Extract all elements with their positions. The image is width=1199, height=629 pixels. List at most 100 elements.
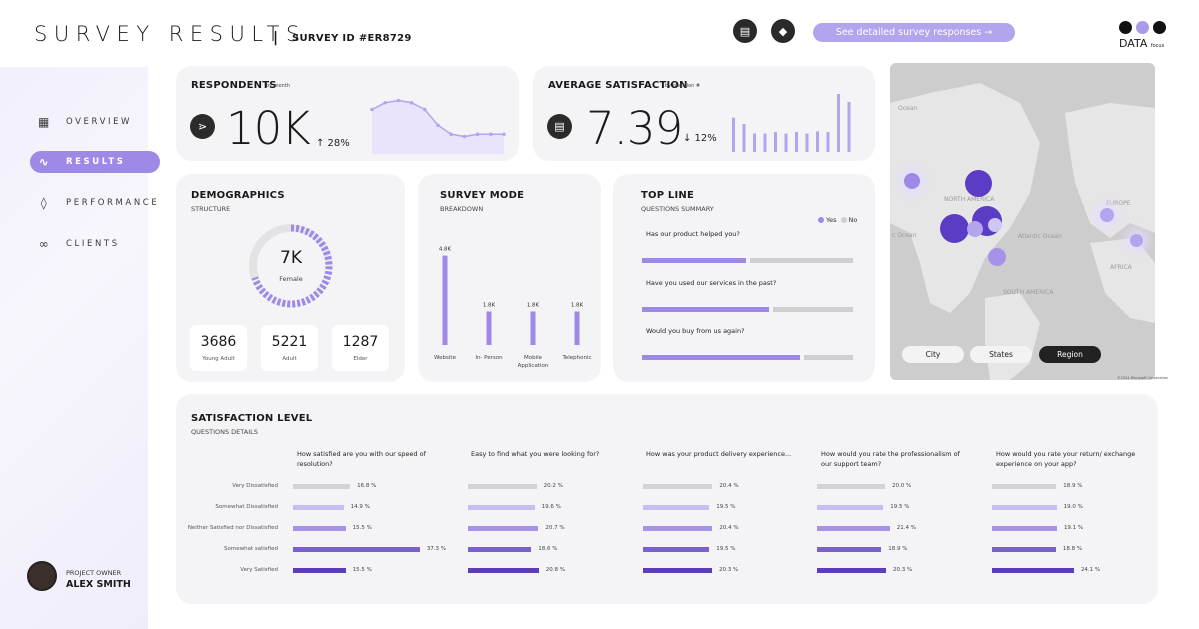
level-label: Somewhat satisfied xyxy=(224,546,278,552)
message-button[interactable]: ▤ xyxy=(733,19,757,43)
map-label: Ocean xyxy=(898,105,918,112)
mode-bar xyxy=(486,311,492,345)
satisfaction-bar xyxy=(774,131,777,152)
tag-icon: ◊ xyxy=(40,196,50,210)
satisfaction-bar xyxy=(732,117,735,152)
respondents-value: 10K xyxy=(226,102,311,155)
sidebar-item-results[interactable]: ∿ RESULTS xyxy=(30,151,160,173)
box-label: Adult xyxy=(282,356,297,362)
logo-subtext: focus xyxy=(1150,43,1165,49)
clipboard-icon: ▤ xyxy=(547,114,572,139)
satisfaction-value: 7.39 xyxy=(586,102,683,155)
map-button-city[interactable]: City xyxy=(902,346,964,363)
question-header: How was your product delivery experience… xyxy=(646,450,792,458)
sidebar-item-label: PERFORMANCE xyxy=(66,198,160,208)
satisfaction-bar xyxy=(784,133,788,152)
map-button-region[interactable]: Region xyxy=(1039,346,1101,363)
network-icon: ⋗ xyxy=(190,114,215,139)
satisfaction-bar xyxy=(847,101,851,152)
map-bubble[interactable] xyxy=(988,218,1002,232)
card-title: SATISFACTION LEVEL xyxy=(191,413,313,424)
map-label: c Ocean xyxy=(892,232,917,239)
map-button-states[interactable]: States xyxy=(970,346,1032,363)
satisfaction-bar xyxy=(753,133,756,152)
question-header: Easy to find what you were looking for? xyxy=(471,450,600,458)
map-label: NORTH AMERICA xyxy=(944,196,995,203)
card-title: SURVEY MODE xyxy=(440,190,525,201)
box-value: 1287 xyxy=(342,334,379,350)
sparkline-point xyxy=(423,107,427,112)
yes-bar xyxy=(642,258,746,263)
sidebar-item-overview[interactable]: ▦ OVERVIEW xyxy=(30,111,160,133)
sparkline-point xyxy=(409,100,414,105)
card-subtitle: STRUCTURE xyxy=(191,205,231,213)
box-value: 5221 xyxy=(271,334,308,350)
detailed-responses-button[interactable]: See detailed survey responses → xyxy=(813,23,1015,42)
title-separator: | xyxy=(273,30,279,46)
card-subtitle: by question # xyxy=(665,83,701,89)
avatar[interactable] xyxy=(27,561,57,591)
sparkline-point xyxy=(436,123,440,128)
link-icon: ∞ xyxy=(38,237,52,251)
logo-dot xyxy=(1119,21,1132,34)
legend-yes-swatch xyxy=(818,217,824,223)
elder-box: 1287 Elder xyxy=(332,325,389,371)
sparkline-point xyxy=(396,98,401,103)
map-bubble[interactable] xyxy=(904,173,920,189)
mode-bar xyxy=(442,255,448,345)
card-title: AVERAGE SATISFACTION xyxy=(548,80,688,91)
no-bar xyxy=(804,355,853,360)
satisfaction-delta: ↓ 12% xyxy=(683,133,717,144)
satisfaction-bar xyxy=(826,131,830,152)
top-line-legend: Yes No xyxy=(818,216,857,224)
logo: DATA focus xyxy=(1119,37,1164,50)
sidebar-item-performance[interactable]: ◊ PERFORMANCE xyxy=(30,192,160,214)
map-bubble[interactable] xyxy=(965,170,992,197)
yes-bar xyxy=(642,355,801,360)
sparkline-area xyxy=(372,100,504,154)
card-title: RESPONDENTS xyxy=(191,80,277,91)
box-label: Elder xyxy=(353,356,368,362)
mode-category-label: In- Person xyxy=(475,355,503,361)
question-text: Have you used our services in the past? xyxy=(646,279,777,287)
question-header: How would you rate the professionalism o… xyxy=(821,450,960,468)
young-adult-box: 3686 Young Adult xyxy=(190,325,247,371)
mode-bar xyxy=(530,311,536,345)
sparkline-point xyxy=(383,100,387,105)
message-icon: ▤ xyxy=(739,24,751,38)
satisfaction-bar xyxy=(742,124,746,152)
sidebar-item-clients[interactable]: ∞ CLIENTS xyxy=(30,233,160,255)
survey-mode-card xyxy=(418,174,601,382)
map-bubble[interactable] xyxy=(940,214,969,243)
box-label: Young Adult xyxy=(202,356,235,362)
map-bubble[interactable] xyxy=(1130,234,1143,247)
respondents-delta: ↑ 28% xyxy=(316,138,350,149)
satisfaction-bars xyxy=(732,94,851,152)
pulse-icon: ∿ xyxy=(38,155,52,169)
sparkline-point xyxy=(370,107,374,112)
card-subtitle: QUESTIONS SUMMARY xyxy=(641,205,714,213)
no-bar xyxy=(772,306,853,312)
legend-no: No xyxy=(848,216,858,224)
map-bubble[interactable] xyxy=(988,248,1006,266)
satisfaction-bar xyxy=(763,133,767,152)
sparkline-point xyxy=(502,132,506,137)
mode-value-label: 1.8K xyxy=(483,302,496,308)
map-label: SOUTH AMERICA xyxy=(1003,289,1054,296)
owner-name: ALEX SMITH xyxy=(66,579,131,590)
map-label: EUROPE xyxy=(1106,200,1131,207)
map-bubble[interactable] xyxy=(967,221,983,237)
question-header: How satisfied are you with our speed of … xyxy=(297,450,426,468)
map-label: AFRICA xyxy=(1110,264,1132,271)
adult-box: 5221 Adult xyxy=(261,325,318,371)
question-text: Has our product helped you? xyxy=(646,230,740,238)
survey-id: SURVEY ID #ER8729 xyxy=(292,33,412,44)
level-label: Somewhat Dissatisfied xyxy=(215,504,278,510)
grid-icon: ▦ xyxy=(38,115,52,129)
card-subtitle: QUESTIONS DETAILS xyxy=(191,428,258,436)
top-line-card xyxy=(613,174,875,382)
map-bubble[interactable] xyxy=(1100,208,1114,222)
map-panel[interactable] xyxy=(890,63,1155,380)
notifications-button[interactable]: ◆ xyxy=(771,19,795,43)
card-title: TOP LINE xyxy=(641,190,695,201)
